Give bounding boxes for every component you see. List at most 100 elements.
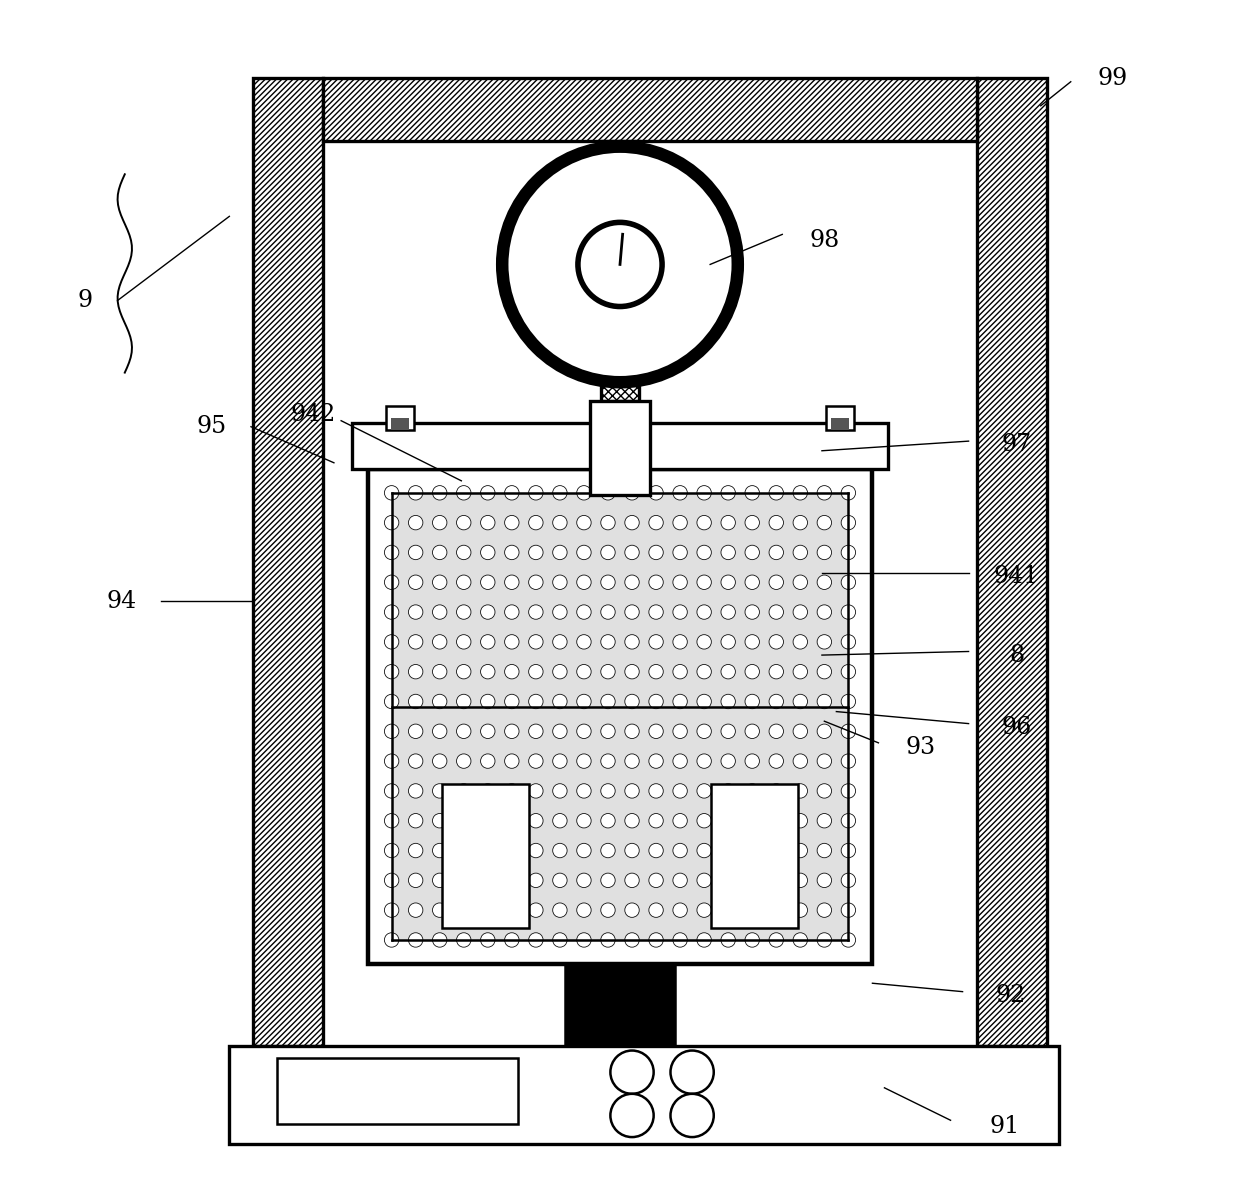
Circle shape	[600, 575, 615, 589]
Circle shape	[673, 754, 687, 768]
Bar	[367, 469, 873, 964]
Circle shape	[433, 844, 446, 858]
Circle shape	[553, 933, 567, 947]
Text: 97: 97	[1002, 433, 1032, 457]
Circle shape	[817, 546, 832, 560]
Circle shape	[720, 546, 735, 560]
Circle shape	[408, 695, 423, 709]
Circle shape	[600, 605, 615, 619]
Circle shape	[577, 754, 591, 768]
Circle shape	[577, 814, 591, 828]
Circle shape	[625, 784, 640, 798]
Circle shape	[745, 933, 759, 947]
Circle shape	[600, 635, 615, 649]
Circle shape	[625, 486, 640, 500]
Circle shape	[841, 486, 856, 500]
Circle shape	[817, 873, 832, 887]
Circle shape	[841, 754, 856, 768]
Circle shape	[505, 575, 520, 589]
Circle shape	[456, 575, 471, 589]
Bar	[977, 78, 1047, 1046]
Circle shape	[553, 546, 567, 560]
Circle shape	[769, 814, 784, 828]
Circle shape	[578, 222, 662, 307]
Circle shape	[481, 665, 495, 679]
Circle shape	[745, 844, 759, 858]
Circle shape	[384, 873, 399, 887]
Circle shape	[456, 903, 471, 917]
Circle shape	[673, 844, 687, 858]
Circle shape	[408, 486, 423, 500]
Circle shape	[673, 546, 687, 560]
Circle shape	[649, 814, 663, 828]
Text: 9: 9	[78, 288, 93, 313]
Circle shape	[673, 665, 687, 679]
Circle shape	[553, 486, 567, 500]
Circle shape	[481, 635, 495, 649]
Circle shape	[673, 784, 687, 798]
Circle shape	[528, 575, 543, 589]
Circle shape	[481, 724, 495, 738]
Circle shape	[673, 635, 687, 649]
Circle shape	[384, 575, 399, 589]
Circle shape	[408, 754, 423, 768]
Circle shape	[769, 754, 784, 768]
Bar	[600, 141, 640, 401]
Circle shape	[817, 486, 832, 500]
Circle shape	[505, 844, 520, 858]
Circle shape	[528, 665, 543, 679]
Circle shape	[745, 784, 759, 798]
Circle shape	[553, 695, 567, 709]
Circle shape	[408, 635, 423, 649]
Circle shape	[697, 516, 712, 530]
Circle shape	[697, 903, 712, 917]
Circle shape	[625, 754, 640, 768]
Circle shape	[528, 754, 543, 768]
Bar	[278, 1058, 518, 1124]
Circle shape	[720, 844, 735, 858]
Circle shape	[720, 784, 735, 798]
Circle shape	[769, 873, 784, 887]
Circle shape	[817, 665, 832, 679]
Circle shape	[600, 754, 615, 768]
Circle shape	[769, 695, 784, 709]
Text: 99: 99	[1097, 66, 1128, 90]
Circle shape	[577, 724, 591, 738]
Circle shape	[794, 844, 807, 858]
Circle shape	[577, 635, 591, 649]
Circle shape	[528, 546, 543, 560]
Circle shape	[456, 635, 471, 649]
Circle shape	[697, 695, 712, 709]
Circle shape	[528, 903, 543, 917]
Circle shape	[433, 784, 446, 798]
Circle shape	[625, 665, 640, 679]
Circle shape	[528, 605, 543, 619]
Circle shape	[408, 575, 423, 589]
Circle shape	[841, 933, 856, 947]
Circle shape	[671, 1051, 714, 1094]
Text: 93: 93	[905, 736, 935, 760]
Circle shape	[384, 605, 399, 619]
Circle shape	[817, 516, 832, 530]
Circle shape	[841, 814, 856, 828]
Circle shape	[794, 903, 807, 917]
Circle shape	[577, 844, 591, 858]
Circle shape	[794, 933, 807, 947]
Circle shape	[528, 814, 543, 828]
Circle shape	[408, 844, 423, 858]
Circle shape	[697, 933, 712, 947]
Circle shape	[649, 635, 663, 649]
Circle shape	[745, 724, 759, 738]
Circle shape	[720, 635, 735, 649]
Circle shape	[528, 724, 543, 738]
Circle shape	[456, 605, 471, 619]
Circle shape	[697, 844, 712, 858]
Circle shape	[720, 814, 735, 828]
Circle shape	[649, 695, 663, 709]
Circle shape	[528, 516, 543, 530]
Circle shape	[697, 486, 712, 500]
Circle shape	[649, 873, 663, 887]
Circle shape	[625, 903, 640, 917]
Circle shape	[433, 724, 446, 738]
Circle shape	[625, 724, 640, 738]
